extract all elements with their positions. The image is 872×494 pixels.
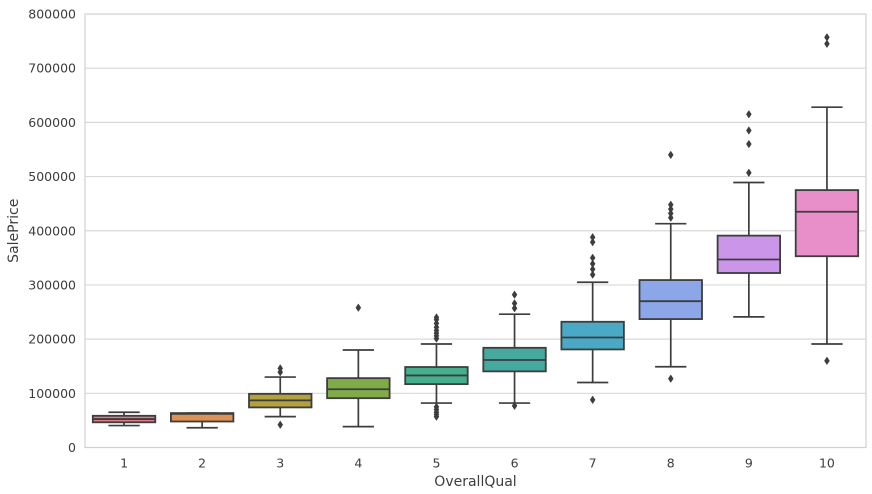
box-group-qual-5 — [404, 313, 469, 421]
outlier-diamond — [511, 303, 518, 313]
outlier-diamond — [277, 364, 284, 373]
box-iqr — [794, 189, 860, 258]
x-axis-tick-label: 9 — [745, 456, 753, 471]
outlier-diamond — [667, 209, 674, 218]
outlier-diamond — [589, 264, 596, 274]
y-axis-tick-label: 0 — [68, 440, 76, 455]
outlier-diamond — [589, 232, 596, 242]
outlier-diamond — [667, 150, 674, 160]
box-group-qual-6 — [482, 290, 547, 411]
outlier-diamond — [589, 253, 596, 263]
x-axis-tick-label: 6 — [511, 456, 519, 471]
y-axis-tick-label: 200000 — [28, 332, 76, 347]
outlier-diamond — [746, 168, 752, 178]
outlier-diamond — [667, 213, 674, 222]
outlier-diamond — [824, 356, 830, 366]
outlier-diamond — [589, 237, 596, 247]
box-iqr — [560, 320, 625, 351]
x-axis-tick-label: 2 — [198, 456, 206, 471]
box-iqr — [326, 377, 391, 400]
x-axis-tick-label: 7 — [589, 456, 597, 471]
y-axis-tick-label: 100000 — [28, 386, 76, 401]
outlier-diamond — [824, 33, 830, 42]
outlier-diamond — [667, 374, 674, 383]
outlier-diamond — [511, 290, 518, 299]
box-group-qual-7 — [560, 232, 625, 405]
outlier-diamond — [433, 402, 440, 412]
y-axis-title: SalePrice — [6, 199, 22, 263]
box-group-qual-2 — [170, 412, 235, 429]
outlier-diamond — [433, 313, 440, 322]
outlier-diamond — [746, 109, 752, 119]
outlier-diamond — [589, 259, 596, 269]
x-axis-tick-label: 5 — [432, 456, 440, 471]
x-axis-tick-label: 3 — [276, 456, 284, 471]
outlier-diamond — [667, 200, 674, 209]
y-axis-tick-label: 400000 — [28, 223, 76, 238]
y-axis-tick-label: 800000 — [28, 7, 76, 22]
box-iqr — [716, 234, 781, 274]
box-iqr — [638, 279, 703, 320]
box-group-qual-10 — [794, 33, 860, 366]
box-group-qual-4 — [326, 303, 391, 428]
x-axis-tick-label: 8 — [667, 456, 675, 471]
y-axis-tick-label: 300000 — [28, 277, 76, 292]
outlier-diamond — [667, 204, 674, 214]
outlier-diamond — [277, 420, 284, 429]
outlier-diamond — [589, 270, 596, 279]
outlier-diamond — [355, 303, 362, 312]
x-axis-tick-label: 4 — [354, 456, 362, 471]
outlier-diamond — [589, 395, 596, 405]
outlier-diamond — [511, 401, 518, 411]
outlier-diamond — [511, 299, 518, 308]
box-group-qual-3 — [248, 364, 313, 429]
outlier-diamond — [746, 139, 752, 149]
y-axis-tick-label: 700000 — [28, 61, 76, 76]
outlier-diamond — [824, 39, 830, 49]
box-group-qual-1 — [91, 411, 157, 427]
box-group-qual-9 — [716, 109, 781, 318]
box-group-qual-8 — [638, 150, 703, 383]
y-axis-tick-label: 500000 — [28, 169, 76, 184]
outlier-diamond — [746, 126, 752, 135]
x-axis-tick-label: 10 — [819, 456, 835, 471]
y-axis-tick-label: 600000 — [28, 115, 76, 130]
x-axis-title: OverallQual — [434, 474, 516, 490]
x-axis-tick-label: 1 — [120, 456, 128, 471]
